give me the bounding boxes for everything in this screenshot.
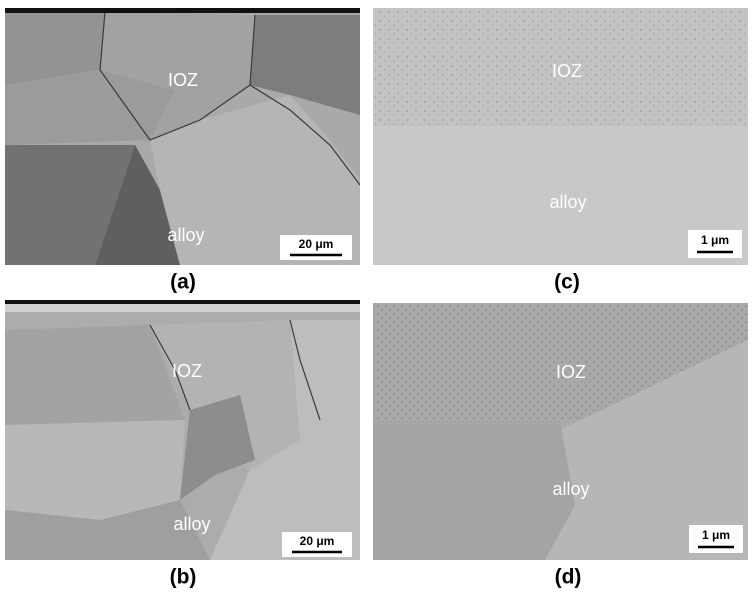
region-label: alloy — [552, 479, 589, 499]
region-label: alloy — [173, 514, 210, 534]
region-label: IOZ — [552, 61, 582, 81]
panel-caption: (d) — [555, 566, 582, 589]
scale-bar-label: 1 μm — [701, 233, 729, 247]
scale-bar-label: 20 μm — [300, 534, 335, 548]
figure: IOZ alloy 20 μm (a) IOZ alloy 1 μm (c) I… — [0, 0, 753, 598]
micrograph-d — [373, 303, 748, 560]
region-label: IOZ — [556, 362, 586, 382]
panel-caption: (c) — [554, 271, 580, 294]
region-label: alloy — [549, 192, 586, 212]
region-label: alloy — [167, 225, 204, 245]
region-label: IOZ — [168, 70, 198, 90]
scale-bar-label: 1 μm — [702, 528, 730, 542]
region-label: IOZ — [172, 361, 202, 381]
micrograph-c — [373, 8, 748, 265]
panel-caption: (b) — [170, 566, 197, 589]
panel-caption: (a) — [170, 271, 196, 294]
scale-bar-label: 20 μm — [299, 237, 334, 251]
